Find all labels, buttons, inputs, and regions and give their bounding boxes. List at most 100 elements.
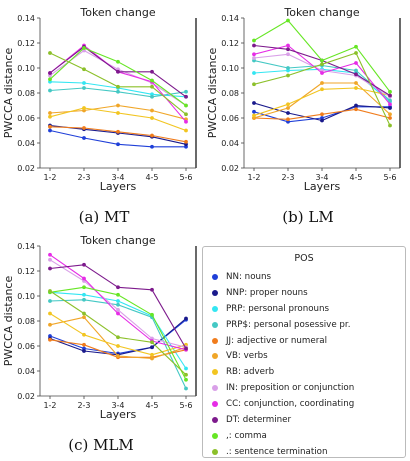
data-point bbox=[48, 266, 52, 271]
data-point bbox=[320, 62, 324, 67]
data-point bbox=[82, 292, 86, 297]
data-point bbox=[150, 84, 154, 89]
legend-item: NNP: proper nouns bbox=[209, 285, 354, 301]
data-point bbox=[252, 38, 256, 43]
data-point bbox=[82, 136, 86, 140]
series-line bbox=[253, 87, 391, 117]
data-point bbox=[116, 299, 120, 303]
legend-label: PRP$: personal posessive pr. bbox=[226, 319, 351, 330]
legend-label: NN: nouns bbox=[226, 271, 272, 282]
y-tick-label: 0.04 bbox=[221, 139, 239, 148]
legend-item: JJ: adjective or numeral bbox=[209, 333, 354, 349]
caption-mlm: (c) MLM bbox=[68, 436, 134, 454]
chart-title: Token change bbox=[79, 234, 156, 247]
y-tick-label: 0.02 bbox=[221, 164, 239, 173]
data-point bbox=[116, 302, 120, 307]
chart-panel-mt: 0.02 0.04 0.06 0.08 0.10 0.12 0.14 1-2 2-3 3-4 4-5… bbox=[2, 6, 197, 193]
data-point bbox=[184, 372, 188, 377]
data-point bbox=[252, 109, 256, 114]
x-tick-label: 4-5 bbox=[349, 173, 362, 182]
chart-panel-lm: 0.02 0.04 0.06 0.08 0.10 0.12 0.14 1-2 2-3 3-4 4-5… bbox=[206, 6, 401, 193]
series-line bbox=[49, 313, 187, 356]
legend-marker bbox=[212, 416, 218, 423]
data-point bbox=[184, 366, 188, 371]
legend-item: DT: determiner bbox=[209, 412, 354, 428]
data-point bbox=[116, 84, 120, 89]
data-point bbox=[184, 139, 188, 144]
data-point bbox=[150, 78, 154, 83]
chart-panel-mlm: 0.02 0.04 0.06 0.08 0.10 0.12 0.14 1-2 2-3 3-4 4-5… bbox=[2, 234, 197, 421]
data-point bbox=[286, 18, 290, 23]
data-point bbox=[116, 285, 120, 290]
y-tick-label: 0.06 bbox=[17, 114, 35, 123]
data-point bbox=[184, 128, 188, 133]
data-point bbox=[150, 144, 154, 149]
data-point bbox=[184, 386, 188, 391]
legend-marker bbox=[212, 385, 218, 392]
data-point bbox=[252, 82, 256, 87]
data-point bbox=[116, 59, 120, 64]
data-point bbox=[116, 129, 120, 134]
legend-marker bbox=[212, 369, 218, 376]
data-point bbox=[48, 114, 52, 119]
caption-lm: (b) LM bbox=[282, 208, 333, 226]
legend-items: NN: nouns NNP: proper nouns PRP: personal … bbox=[209, 269, 354, 460]
legend-marker bbox=[212, 289, 218, 296]
data-point bbox=[48, 88, 52, 93]
legend-item: VB: verbs bbox=[209, 348, 354, 364]
x-tick-label: 3-4 bbox=[111, 173, 124, 182]
data-point bbox=[48, 71, 52, 75]
x-axis-label: Layers bbox=[100, 408, 137, 421]
data-point bbox=[320, 71, 324, 75]
data-point bbox=[320, 112, 324, 117]
legend-label: PRP: personal pronouns bbox=[226, 303, 330, 314]
y-tick-label: 0.06 bbox=[17, 342, 35, 351]
legend: POS NN: nouns NNP: proper nouns PRP: perso… bbox=[202, 246, 406, 458]
y-tick-label: 0.08 bbox=[17, 89, 35, 98]
y-tick-label: 0.08 bbox=[221, 89, 239, 98]
chart-title: Token change bbox=[79, 6, 156, 19]
data-point bbox=[82, 297, 86, 302]
data-point bbox=[286, 106, 290, 110]
data-point bbox=[388, 106, 392, 110]
legend-item: RB: adverb bbox=[209, 364, 354, 380]
legend-label: JJ: adjective or numeral bbox=[226, 335, 328, 346]
legend-label: ,: comma bbox=[226, 430, 267, 441]
data-point bbox=[354, 61, 358, 65]
data-point bbox=[286, 111, 290, 115]
data-point bbox=[150, 312, 154, 317]
legend-label: RB: adverb bbox=[226, 367, 275, 378]
x-tick-label: 2-3 bbox=[77, 173, 90, 182]
data-point bbox=[82, 311, 86, 316]
y-tick-label: 0.04 bbox=[17, 139, 35, 148]
legend-marker bbox=[212, 401, 218, 408]
data-point bbox=[116, 335, 120, 340]
data-point bbox=[82, 67, 86, 72]
data-point bbox=[184, 377, 188, 382]
x-tick-label: 1-2 bbox=[247, 173, 260, 182]
data-point bbox=[48, 124, 52, 129]
data-point bbox=[48, 252, 52, 257]
data-point bbox=[388, 98, 392, 103]
x-tick-label: 1-2 bbox=[43, 401, 56, 410]
data-point bbox=[252, 113, 256, 118]
data-point bbox=[82, 46, 86, 50]
x-tick-label: 3-4 bbox=[111, 401, 124, 410]
data-point bbox=[116, 354, 120, 358]
data-point bbox=[48, 337, 52, 342]
data-point bbox=[82, 285, 86, 290]
y-tick-label: 0.04 bbox=[17, 367, 35, 376]
data-point bbox=[116, 111, 120, 115]
data-point bbox=[286, 117, 290, 122]
data-point bbox=[286, 66, 290, 70]
data-point bbox=[320, 118, 324, 123]
data-point bbox=[252, 71, 256, 75]
data-point bbox=[354, 44, 358, 49]
data-point bbox=[116, 69, 120, 74]
data-point bbox=[116, 103, 120, 108]
legend-marker bbox=[212, 432, 218, 439]
y-tick-label: 0.02 bbox=[17, 392, 35, 401]
x-tick-label: 3-4 bbox=[315, 173, 328, 182]
data-point bbox=[184, 316, 188, 321]
